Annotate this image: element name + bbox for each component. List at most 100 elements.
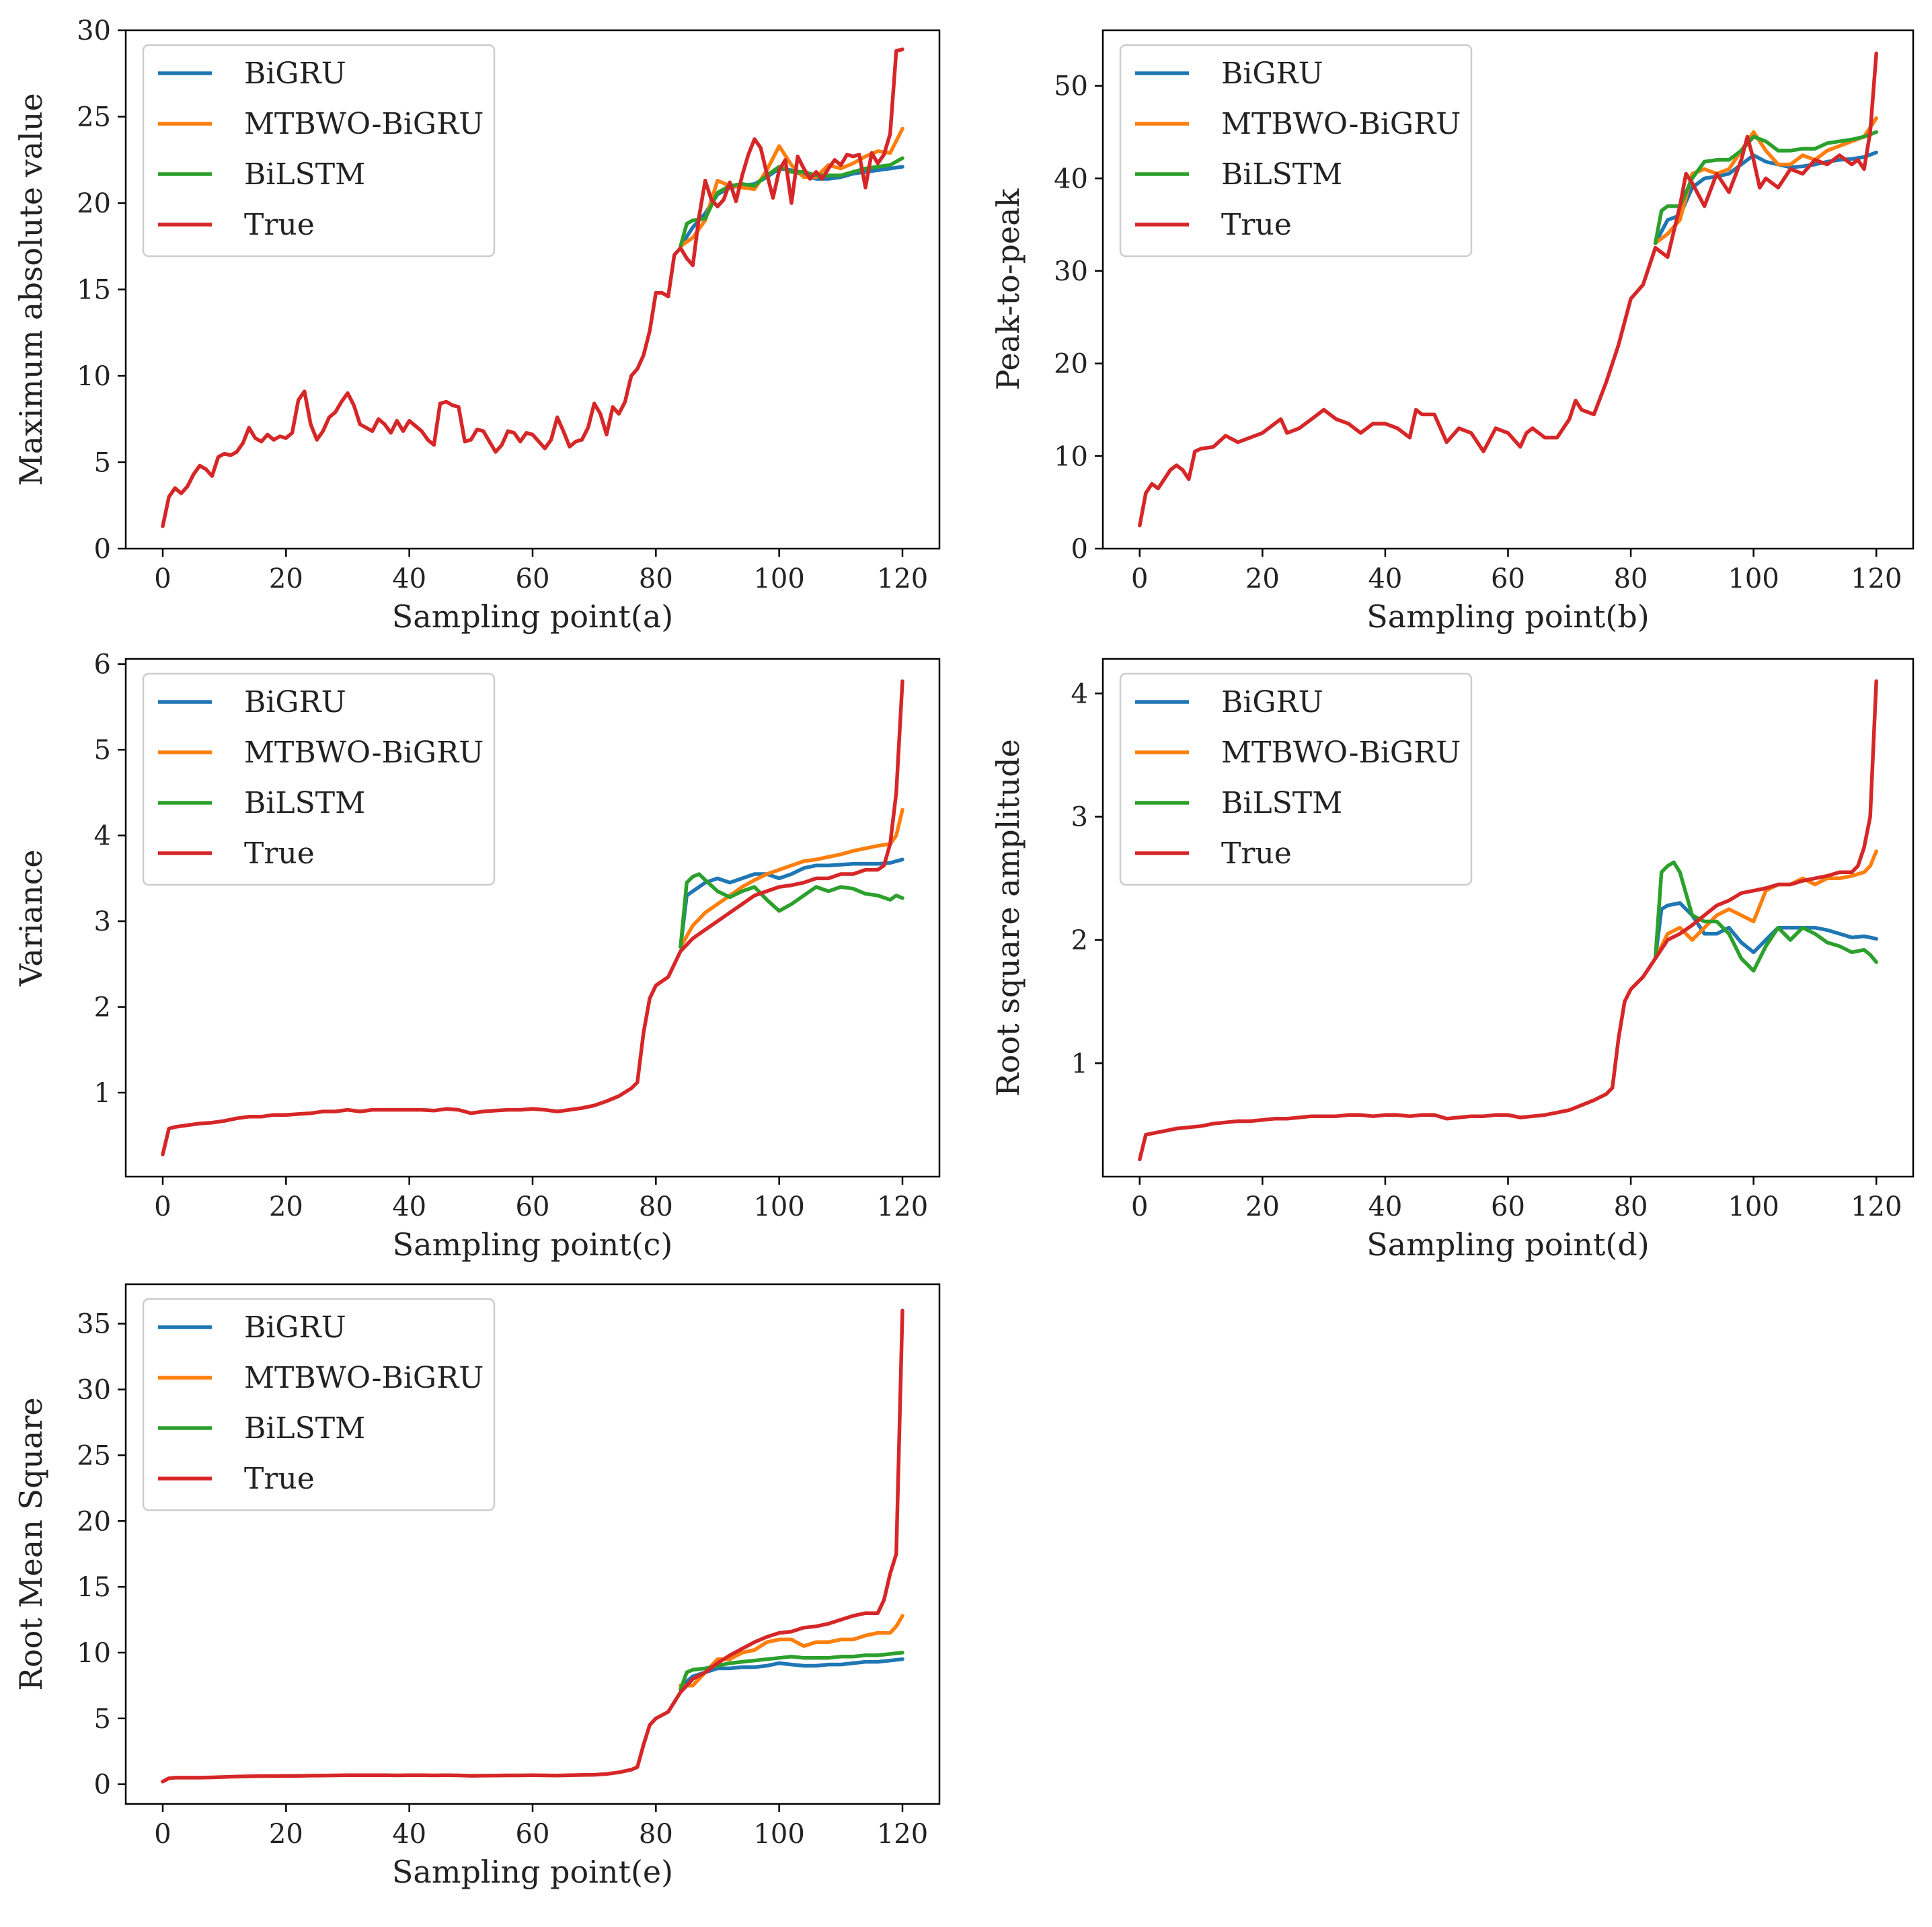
y-tick-label: 2 (94, 992, 111, 1023)
y-tick-label: 5 (94, 448, 111, 479)
x-tick-label: 20 (1245, 1191, 1280, 1222)
x-tick-label: 80 (1614, 1191, 1648, 1222)
legend-box (142, 1298, 496, 1511)
legend: BiGRU MTBWO-BiGRU BiLSTM True (1119, 44, 1473, 258)
y-tick-label: 10 (77, 361, 111, 392)
y-axis-label: Root Mean Square (13, 1397, 49, 1690)
legend-box (142, 672, 496, 886)
y-tick-label: 6 (94, 650, 111, 680)
x-tick-label: 120 (877, 1191, 928, 1222)
legend: BiGRU MTBWO-BiGRU BiLSTM True (142, 44, 496, 258)
y-tick-label: 0 (94, 534, 111, 565)
x-tick-label: 60 (516, 1191, 550, 1222)
chart-panel-b: 0 20 40 60 80 100 120 0 10 20 30 40 50 Sampling point… (990, 29, 1915, 635)
x-tick-label: 80 (639, 1191, 673, 1222)
series-line-bigru (1653, 150, 1878, 245)
series-line-true (161, 679, 904, 1156)
x-tick-label: 40 (1368, 563, 1402, 594)
series-line-bigru (679, 165, 904, 248)
x-tick-label: 100 (753, 1191, 804, 1222)
series-line-mtbwo-bigru (679, 1614, 904, 1688)
series-lines (161, 1308, 904, 1784)
x-tick-label: 60 (516, 1819, 550, 1850)
y-tick-label: 3 (1071, 802, 1088, 833)
legend-label-true: True (244, 1462, 315, 1496)
legend-label-bigru: BiGRU (1221, 685, 1323, 719)
legend-label-true: True (244, 208, 315, 242)
y-tick-label: 4 (94, 821, 111, 852)
x-tick-label: 80 (639, 563, 673, 594)
y-tick-label: 20 (77, 188, 111, 219)
legend-label-bilstm: BiLSTM (244, 157, 365, 192)
y-tick-label: 0 (94, 1770, 111, 1801)
legend-label-bilstm: BiLSTM (244, 786, 365, 820)
y-tick-label: 40 (1054, 163, 1088, 194)
series-line-mtbwo-bigru (679, 126, 904, 248)
x-axis-label: Sampling point(b) (1366, 598, 1649, 635)
series-line-bigru (1653, 901, 1878, 961)
x-tick-label: 120 (1851, 563, 1902, 594)
legend: BiGRU MTBWO-BiGRU BiLSTM True (142, 1298, 496, 1511)
y-axis-label: Maximum absolute value (13, 93, 49, 485)
x-tick-label: 100 (753, 563, 804, 594)
x-tick-label: 40 (392, 1819, 426, 1850)
y-axis-label: Peak-to-peak (990, 188, 1026, 390)
x-tick-label: 20 (1245, 563, 1280, 594)
y-tick-label: 0 (1071, 534, 1088, 565)
series-lines (1138, 51, 1878, 528)
y-tick-label: 25 (77, 1440, 111, 1471)
legend: BiGRU MTBWO-BiGRU BiLSTM True (142, 672, 496, 886)
y-axis-label: Root square amplitude (990, 739, 1026, 1097)
y-tick-label: 30 (77, 15, 111, 46)
legend-label-true: True (244, 836, 315, 871)
legend: BiGRU MTBWO-BiGRU BiLSTM True (1119, 672, 1473, 886)
y-tick-label: 15 (77, 275, 111, 306)
series-line-bilstm (1653, 860, 1878, 973)
x-tick-label: 40 (392, 563, 426, 594)
chart-panel-d: 0 20 40 60 80 100 120 1 2 3 4 Sampling point(d) Root… (990, 658, 1915, 1263)
x-tick-label: 100 (753, 1819, 804, 1850)
legend-label-mtbwo-bigru: MTBWO-BiGRU (244, 736, 484, 770)
y-tick-label: 2 (1071, 925, 1088, 956)
y-tick-label: 1 (1071, 1048, 1088, 1079)
chart-panel-c: 0 20 40 60 80 100 120 1 2 3 4 5 6 Sampling point(c) Va… (13, 650, 941, 1263)
x-tick-label: 0 (154, 1819, 171, 1850)
legend-label-true: True (1221, 208, 1292, 242)
legend-label-bilstm: BiLSTM (1221, 157, 1342, 192)
x-tick-label: 0 (154, 563, 171, 594)
y-tick-label: 30 (1054, 256, 1088, 287)
x-tick-label: 60 (516, 563, 550, 594)
y-tick-label: 5 (94, 1704, 111, 1735)
y-tick-label: 10 (1054, 441, 1088, 472)
y-tick-label: 3 (94, 906, 111, 937)
series-line-true (161, 47, 904, 528)
y-tick-label: 10 (77, 1638, 111, 1669)
x-tick-label: 20 (269, 563, 303, 594)
y-tick-label: 5 (94, 735, 111, 766)
x-tick-label: 80 (639, 1819, 673, 1850)
x-tick-label: 20 (269, 1191, 303, 1222)
x-tick-label: 120 (877, 1819, 928, 1850)
x-axis-label: Sampling point(c) (393, 1226, 673, 1263)
chart-panel-e: 0 20 40 60 80 100 120 0 5 10 15 20 25 30 35 Sampling po… (13, 1283, 941, 1890)
y-tick-label: 4 (1071, 678, 1088, 709)
series-line-true (1138, 679, 1878, 1162)
legend-label-bigru: BiGRU (244, 1310, 346, 1345)
legend-label-bigru: BiGRU (1221, 56, 1323, 91)
legend-box (1119, 672, 1473, 886)
legend-label-mtbwo-bigru: MTBWO-BiGRU (1221, 736, 1461, 770)
legend-label-bigru: BiGRU (244, 56, 346, 91)
y-tick-label: 35 (77, 1309, 111, 1340)
x-tick-label: 40 (1368, 1191, 1402, 1222)
legend-label-bilstm: BiLSTM (244, 1411, 365, 1446)
y-tick-label: 20 (77, 1506, 111, 1537)
series-lines (1138, 679, 1878, 1162)
legend-label-mtbwo-bigru: MTBWO-BiGRU (244, 1361, 484, 1395)
y-axis-label: Variance (13, 849, 49, 986)
series-line-true (1138, 51, 1878, 528)
y-tick-label: 20 (1054, 349, 1088, 380)
series-line-true (161, 1308, 904, 1784)
series-line-bilstm (679, 872, 904, 949)
x-tick-label: 20 (269, 1819, 303, 1850)
x-tick-label: 40 (392, 1191, 426, 1222)
